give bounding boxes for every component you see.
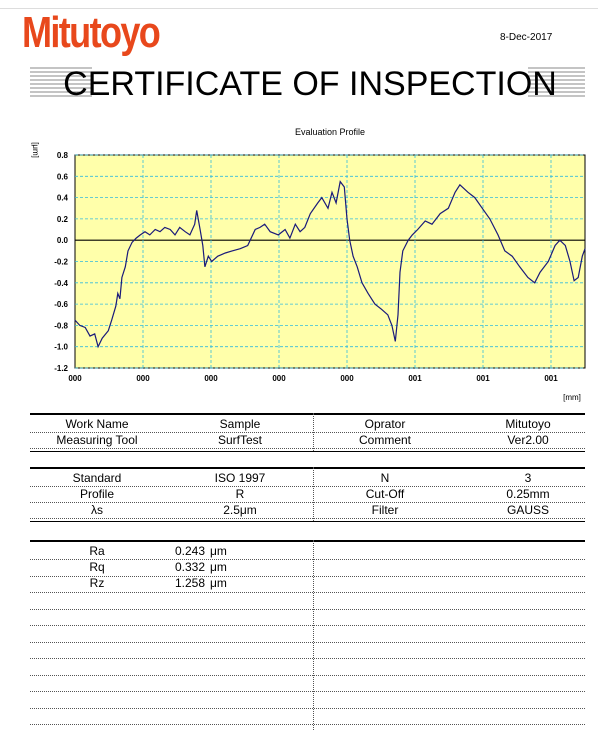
x-tick-label: 000: [68, 374, 82, 383]
cell: Mitutoyo: [505, 417, 551, 431]
row-rule: [30, 724, 585, 725]
y-tick-label: 0.4: [57, 194, 69, 203]
cell: λs: [91, 503, 103, 517]
x-tick-label: 001: [476, 374, 490, 383]
y-tick-label: -0.2: [54, 258, 68, 267]
section-rule: [30, 451, 585, 452]
result-name: Rq: [89, 560, 105, 574]
result-value: 1.258: [174, 576, 205, 590]
cell: Comment: [358, 433, 411, 447]
y-tick-label: -1.0: [54, 343, 68, 352]
section-rule: [30, 540, 585, 542]
y-tick-label: -0.8: [54, 321, 68, 330]
result-name: Rz: [89, 576, 105, 590]
row-rule: [30, 432, 585, 433]
x-tick-label: 001: [544, 374, 558, 383]
result-unit: μm: [210, 576, 227, 590]
column-divider: [313, 540, 314, 730]
logo: Mitutoyo: [22, 8, 161, 57]
result-name: Ra: [89, 544, 105, 558]
y-tick-label: -0.4: [54, 279, 68, 288]
cell: Oprator: [364, 417, 406, 431]
cell: ISO 1997: [214, 471, 266, 485]
title-stripes: [30, 67, 585, 97]
cell: Work Name: [65, 417, 129, 431]
row-rule: [30, 518, 585, 519]
profile-line: [74, 180, 586, 349]
cell: Filter: [371, 503, 399, 517]
cell: 2.5μm: [223, 503, 257, 517]
date: 8-Dec-2017: [500, 32, 553, 43]
column-divider: [313, 467, 314, 521]
x-tick-label: 000: [272, 374, 286, 383]
cell: 0.25mm: [506, 487, 550, 501]
y-tick-label: 0.0: [57, 236, 69, 245]
x-tick-label: 000: [136, 374, 150, 383]
row-rule: [30, 448, 585, 449]
row-rule: [30, 625, 585, 626]
document-title: CERTIFICATE OF INSPECTION: [63, 65, 557, 103]
section-rule: [30, 467, 585, 469]
y-tick-label: -0.6: [54, 300, 68, 309]
chart: Evaluation Profile [μm] [mm] 0.8 0.6 0.4 0.…: [31, 127, 586, 402]
row-rule: [30, 674, 585, 676]
row-rule: [30, 592, 585, 593]
top-rule: [0, 8, 598, 9]
x-tick-label: 001: [408, 374, 422, 383]
y-tick-label: -1.2: [54, 364, 68, 373]
cell: Measuring Tool: [56, 433, 138, 447]
row-rule: [30, 691, 585, 692]
cell: N: [380, 471, 390, 485]
row-rule: [30, 486, 585, 487]
row-rule: [30, 707, 585, 709]
cell: Ver2.00: [507, 433, 549, 447]
result-unit: μm: [210, 560, 227, 574]
row-rule: [30, 575, 585, 577]
row-rule: [30, 559, 585, 560]
result-value: 0.243: [174, 544, 205, 558]
y-tick-label: 0.2: [57, 215, 69, 224]
cell: GAUSS: [506, 503, 549, 517]
section-rule: [30, 521, 585, 522]
y-tick-label: 0.6: [57, 172, 69, 181]
result-value: 0.332: [174, 560, 205, 574]
y-tick-label: 0.8: [57, 151, 69, 160]
row-rule: [30, 658, 585, 659]
result-unit: μm: [210, 544, 227, 558]
y-axis-label: [μm]: [31, 142, 40, 158]
section-rule: [30, 413, 585, 415]
cell: Profile: [79, 487, 114, 501]
x-axis-label: [mm]: [563, 393, 581, 402]
chart-title: Evaluation Profile: [295, 127, 365, 137]
row-rule: [30, 608, 585, 610]
x-tick-label: 000: [340, 374, 354, 383]
row-rule: [30, 641, 585, 643]
cell: R: [235, 487, 245, 501]
cell: Cut-Off: [365, 487, 405, 501]
row-rule: [30, 502, 585, 503]
x-tick-label: 000: [204, 374, 218, 383]
cell: Sample: [219, 417, 261, 431]
cell: Standard: [72, 471, 122, 485]
cell: SurfTest: [217, 433, 262, 447]
cell: 3: [524, 471, 532, 485]
